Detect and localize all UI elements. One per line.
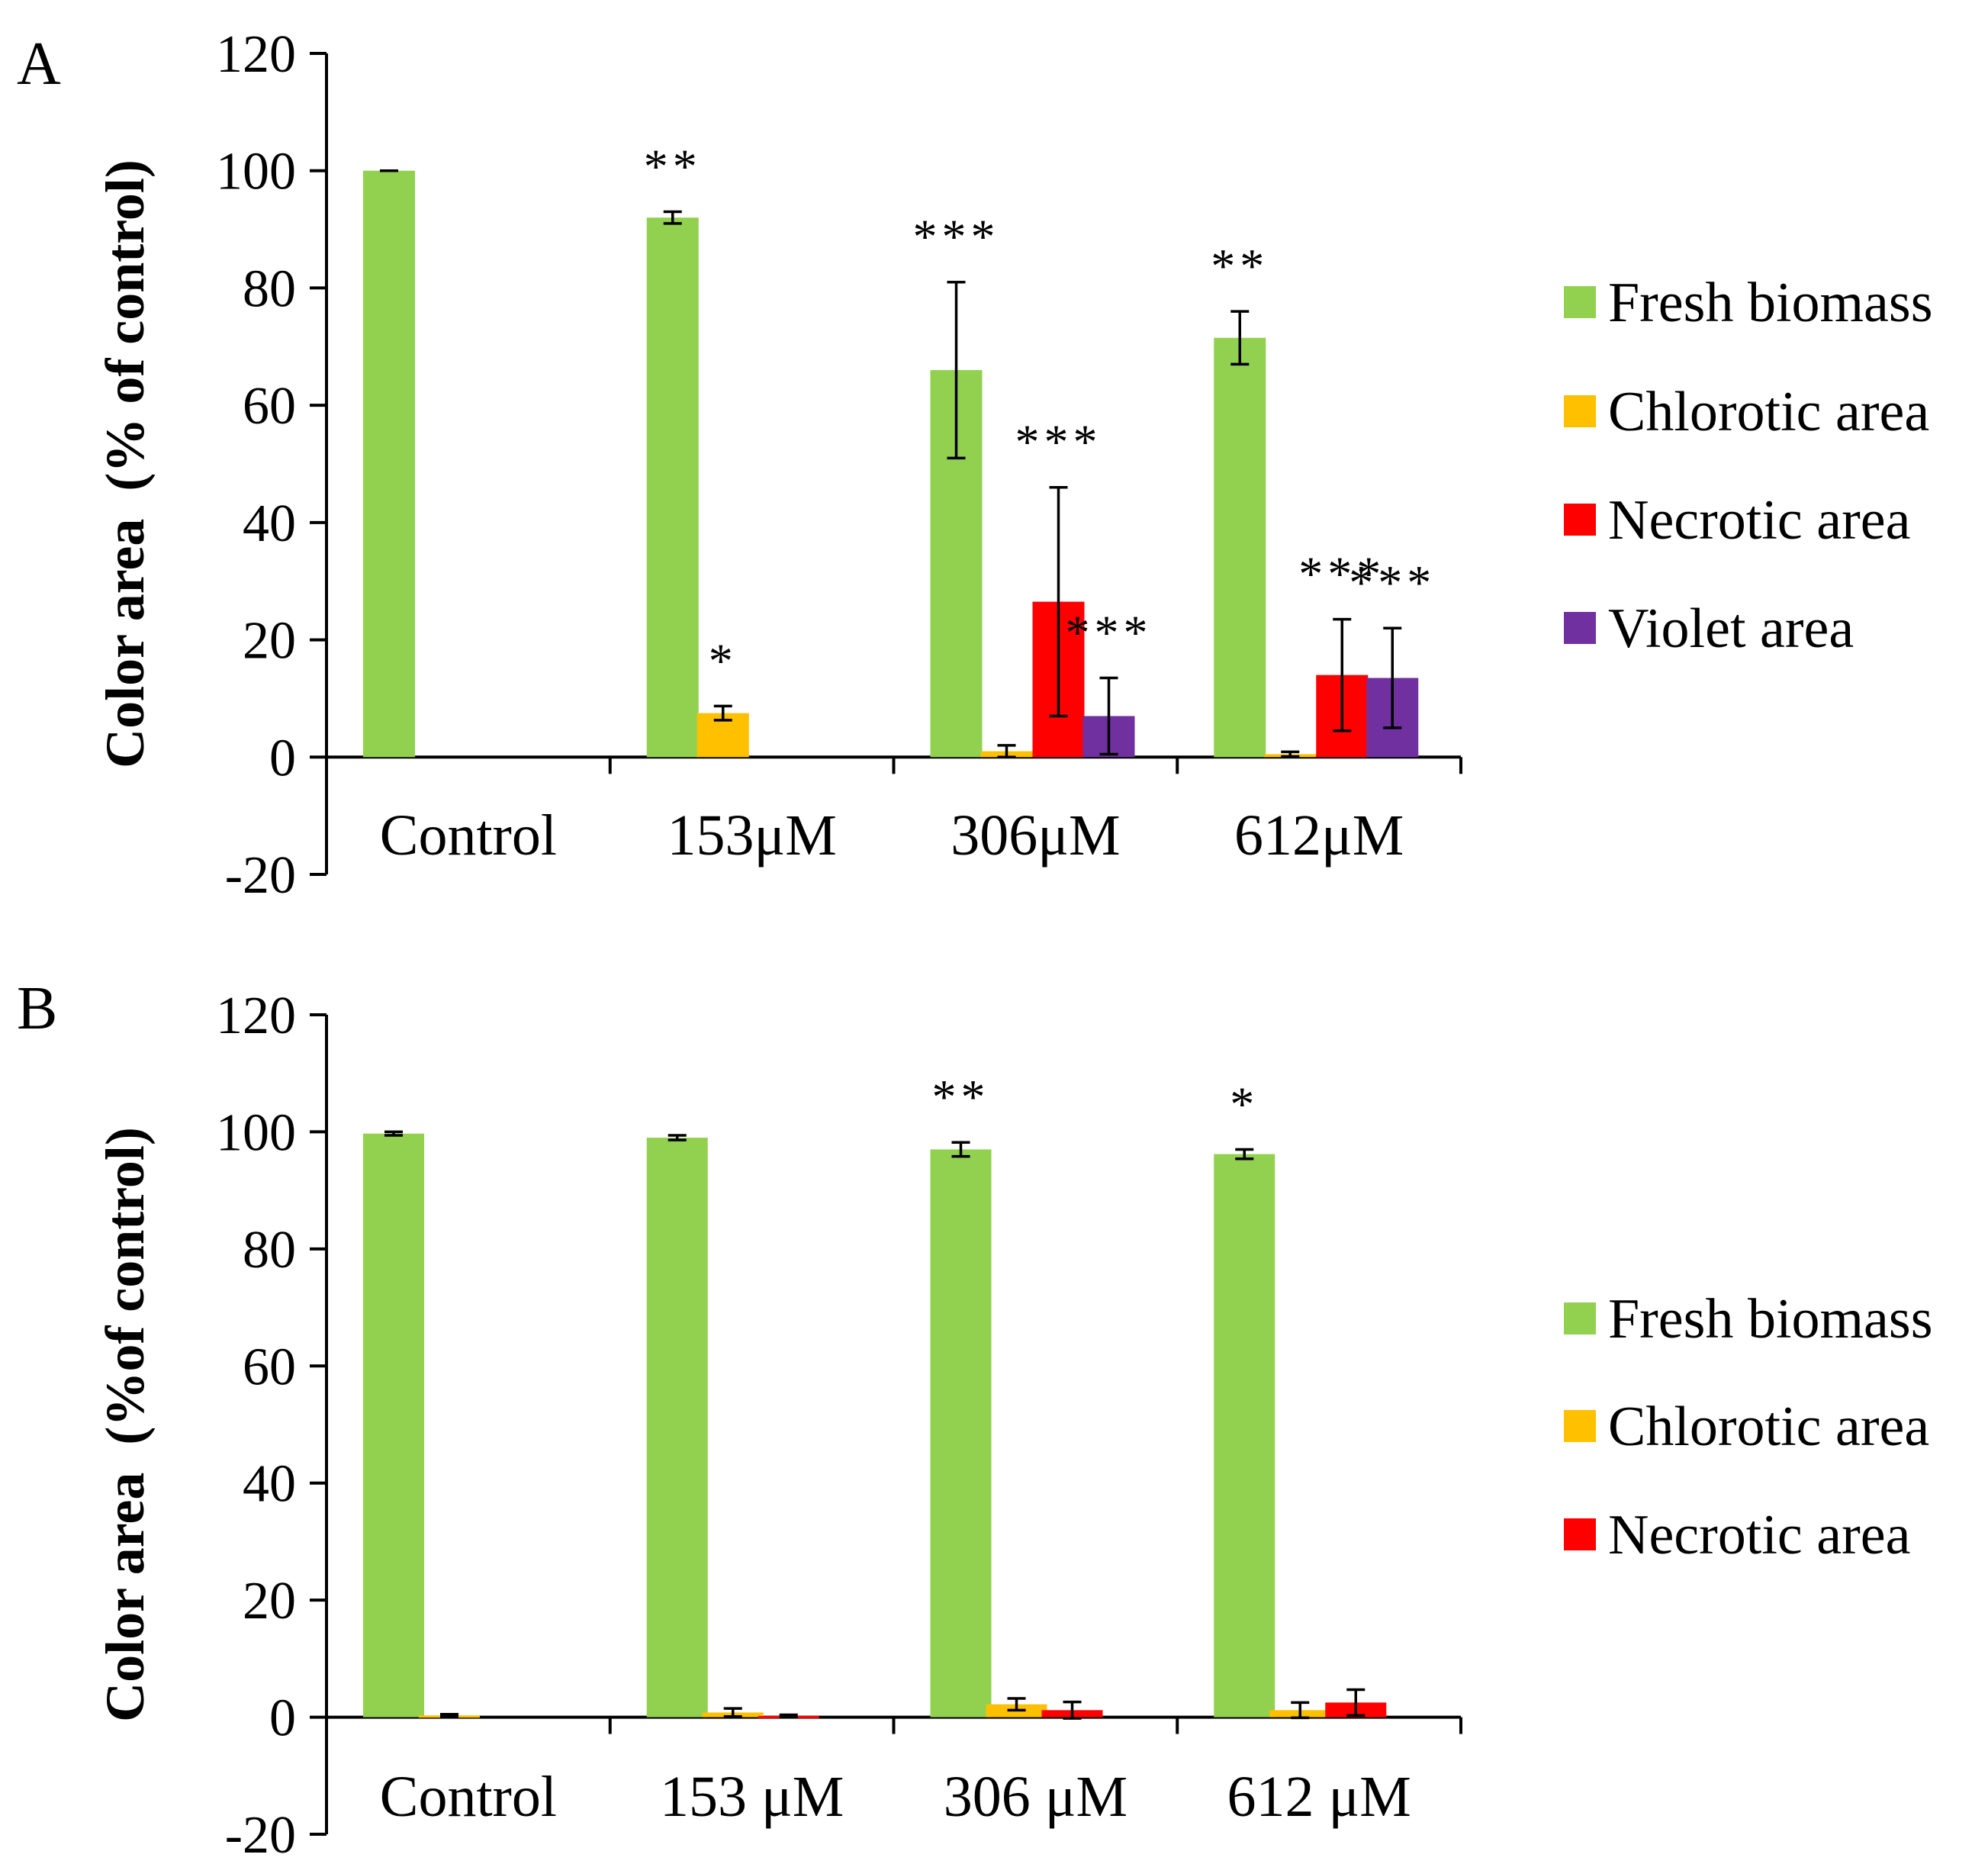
- significance-marker: *: [1230, 1077, 1259, 1131]
- legend-swatch: [1564, 286, 1596, 318]
- y-tick-label: 20: [243, 1572, 296, 1631]
- x-category-label: 306 μM: [944, 1765, 1127, 1829]
- legend-label: Chlorotic area: [1608, 381, 1929, 443]
- significance-marker: **: [644, 140, 702, 194]
- panel-letter: A: [17, 31, 61, 98]
- significance-marker: ***: [1015, 415, 1102, 469]
- x-category-label: 153 μM: [660, 1765, 844, 1829]
- panel-letter: B: [17, 975, 57, 1042]
- significance-marker: ***: [1066, 606, 1153, 660]
- y-tick-label: -20: [225, 1806, 296, 1864]
- x-category-label: Control: [380, 803, 557, 868]
- y-axis-title: Color area (%of control): [95, 1127, 156, 1722]
- legend-label: Fresh biomass: [1608, 1288, 1933, 1351]
- x-category-label: Control: [380, 1765, 557, 1829]
- y-tick-label: 40: [243, 494, 296, 553]
- legend-label: Fresh biomass: [1608, 272, 1933, 334]
- significance-marker: ***: [1349, 555, 1436, 610]
- y-tick-label: 60: [243, 377, 296, 436]
- y-tick-label: 120: [216, 987, 296, 1045]
- y-tick-label: 0: [269, 729, 296, 787]
- legend-label: Necrotic area: [1608, 1504, 1910, 1566]
- y-tick-label: 60: [243, 1338, 296, 1396]
- bar-fresh-biomass: [1214, 337, 1266, 758]
- bar-fresh-biomass: [930, 1149, 992, 1718]
- legend-swatch: [1564, 1518, 1596, 1550]
- y-tick-label: 20: [243, 612, 296, 671]
- y-axis-title: Color area (% of control): [95, 159, 156, 768]
- y-tick-label: 120: [216, 25, 296, 84]
- x-category-label: 153μM: [667, 803, 836, 868]
- x-category-label: 612μM: [1234, 803, 1404, 868]
- legend-swatch: [1564, 1302, 1596, 1334]
- bar-fresh-biomass: [646, 217, 699, 758]
- x-category-label: 612 μM: [1227, 1765, 1411, 1829]
- significance-marker: **: [932, 1070, 990, 1124]
- bar-fresh-biomass: [363, 1133, 424, 1718]
- significance-marker: ***: [913, 210, 1000, 264]
- significance-marker: *: [709, 633, 738, 687]
- legend-swatch: [1564, 612, 1596, 644]
- legend-label: Necrotic area: [1608, 489, 1910, 552]
- bar-fresh-biomass: [1214, 1154, 1275, 1718]
- legend-label: Chlorotic area: [1608, 1396, 1929, 1458]
- y-tick-label: 100: [216, 1103, 296, 1162]
- significance-marker: ***: [1298, 547, 1385, 601]
- x-category-label: 306μM: [951, 803, 1120, 868]
- legend-swatch: [1564, 504, 1596, 536]
- y-tick-label: 40: [243, 1455, 296, 1514]
- y-tick-label: 0: [269, 1689, 296, 1748]
- legend-label: Violet area: [1608, 597, 1854, 660]
- y-tick-label: 100: [216, 143, 296, 201]
- y-tick-label: -20: [225, 846, 296, 905]
- legend-swatch: [1564, 1410, 1596, 1442]
- y-tick-label: 80: [243, 259, 296, 318]
- bar-fresh-biomass: [363, 170, 415, 758]
- y-tick-label: 80: [243, 1221, 296, 1280]
- significance-marker: **: [1211, 239, 1269, 293]
- bar-fresh-biomass: [646, 1138, 708, 1718]
- legend-swatch: [1564, 395, 1596, 427]
